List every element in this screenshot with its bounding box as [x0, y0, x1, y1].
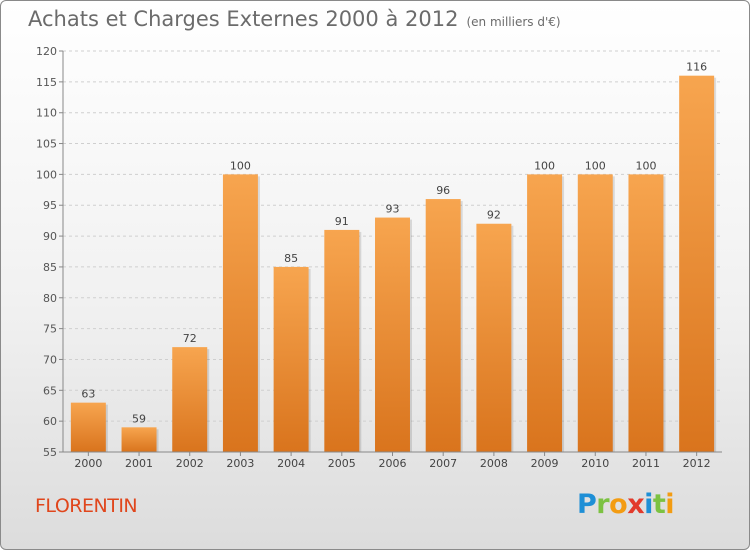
bar — [425, 199, 461, 452]
logo-letter: x — [627, 489, 645, 520]
data-label: 59 — [132, 412, 146, 425]
data-label: 63 — [81, 388, 95, 401]
x-tick-label: 2011 — [632, 457, 660, 470]
x-tick-label: 2005 — [328, 457, 356, 470]
data-label: 100 — [230, 159, 251, 172]
logo-letter: P — [577, 489, 597, 520]
y-tick-label: 55 — [43, 446, 57, 459]
logo-letter: t — [652, 489, 666, 520]
chart-title-text: Achats et Charges Externes 2000 à 2012 — [28, 7, 459, 31]
x-tick-label: 2007 — [429, 457, 457, 470]
x-tick-label: 2008 — [480, 457, 508, 470]
bar — [121, 427, 157, 452]
logo-letter: r — [596, 489, 610, 520]
y-tick-label: 100 — [36, 168, 57, 181]
x-tick-label: 2003 — [226, 457, 254, 470]
x-tick-label: 2010 — [581, 457, 609, 470]
y-tick-label: 65 — [43, 384, 57, 397]
chart-unit: (en milliers d'€) — [466, 15, 561, 29]
bar — [527, 174, 563, 452]
y-tick-label: 95 — [43, 199, 57, 212]
data-label: 116 — [686, 61, 707, 74]
logo-letter: i — [644, 489, 653, 520]
x-tick-label: 2001 — [125, 457, 153, 470]
y-tick-label: 85 — [43, 261, 57, 274]
y-tick-label: 110 — [36, 107, 57, 120]
chart-title: Achats et Charges Externes 2000 à 2012 (e… — [28, 7, 561, 31]
bar — [577, 174, 613, 452]
x-tick-label: 2000 — [74, 457, 102, 470]
data-label: 100 — [534, 159, 555, 172]
y-tick-label: 70 — [43, 353, 57, 366]
y-tick-label: 115 — [36, 76, 57, 89]
bar — [679, 75, 715, 452]
bar — [375, 217, 410, 452]
data-label: 96 — [436, 184, 450, 197]
bar — [70, 402, 106, 452]
data-label: 85 — [284, 252, 298, 265]
y-tick-label: 75 — [43, 323, 57, 336]
x-tick-label: 2006 — [379, 457, 407, 470]
y-tick-label: 90 — [43, 230, 57, 243]
y-tick-label: 120 — [36, 45, 57, 58]
logo-letter: i — [665, 489, 675, 520]
data-label: 100 — [585, 159, 606, 172]
y-tick-label: 80 — [43, 292, 57, 305]
data-label: 93 — [386, 203, 400, 216]
data-label: 92 — [487, 209, 501, 222]
proxiti-logo: Proxiti — [577, 489, 675, 520]
data-label: 100 — [635, 159, 656, 172]
x-tick-label: 2009 — [531, 457, 559, 470]
data-label: 91 — [335, 215, 349, 228]
x-tick-label: 2002 — [176, 457, 204, 470]
bar — [628, 174, 664, 452]
bar — [222, 174, 258, 452]
x-tick-label: 2004 — [277, 457, 305, 470]
y-tick-label: 105 — [36, 138, 57, 151]
data-label: 72 — [183, 332, 197, 345]
bar — [476, 223, 512, 452]
bar — [172, 347, 208, 452]
logo-letter: o — [609, 489, 628, 520]
x-tick-label: 2012 — [683, 457, 711, 470]
bar — [324, 229, 360, 452]
commune-name: FLORENTIN — [35, 495, 138, 517]
y-tick-label: 60 — [43, 415, 57, 428]
bar — [273, 266, 309, 452]
